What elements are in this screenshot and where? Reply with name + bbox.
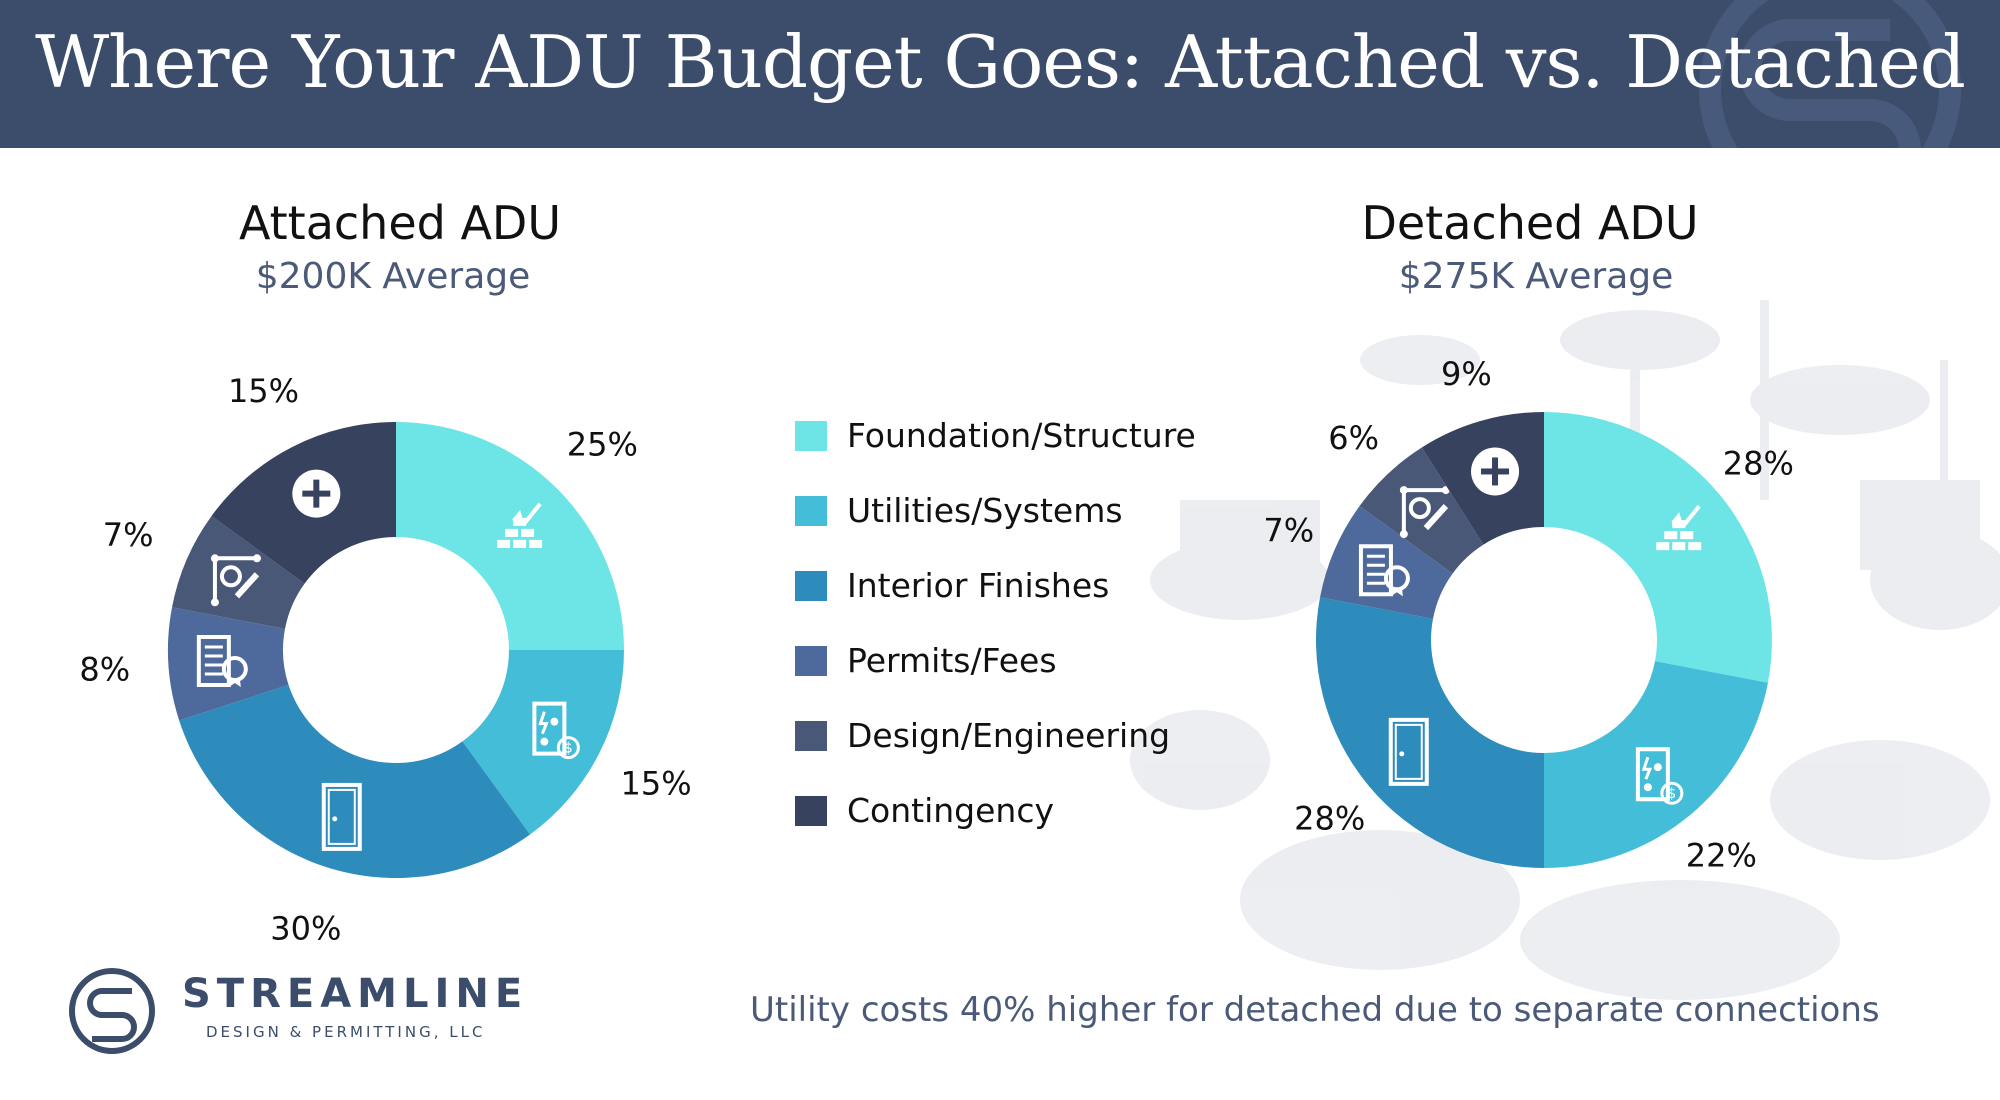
permit-document-icon [196,635,248,688]
permit-document-icon [1358,544,1410,597]
detached-chart-title: Detached ADU [1361,196,1699,250]
legend-item: Interior Finishes [795,548,1196,623]
bricks-trowel-icon [497,502,543,548]
slice-percent-label: 28% [1723,445,1794,483]
logo-tagline: DESIGN & PERMITTING, LLC [206,1023,486,1041]
legend-label: Design/Engineering [847,716,1171,755]
slice-percent-label: 9% [1441,355,1492,393]
page-title: Where Your ADU Budget Goes: Attached vs.… [35,20,1966,104]
footnote: Utility costs 40% higher for detached du… [750,990,1880,1030]
slice-percent-label: 30% [270,910,341,948]
plus-circle-icon [292,469,341,518]
header-banner: Where Your ADU Budget Goes: Attached vs.… [0,0,2000,148]
attached-chart-subtitle: $200K Average [255,256,531,297]
legend: Foundation/Structure Utilities/Systems I… [795,398,1196,848]
bricks-trowel-icon [1656,504,1702,551]
background-photo-texture [1130,300,2000,1000]
legend-swatch [795,420,827,451]
legend-item: Contingency [795,773,1196,848]
svg-text:$: $ [564,741,573,757]
design-tools-icon [210,554,261,607]
svg-text:$: $ [1667,786,1676,802]
legend-label: Utilities/Systems [847,491,1123,530]
legend-swatch [795,570,827,601]
streamline-logo-icon [69,968,155,1054]
legend-item: Design/Engineering [795,698,1196,773]
company-logo: STREAMLINE DESIGN & PERMITTING, LLC [66,965,522,1055]
door-icon [321,782,362,851]
slice-percent-label: 28% [1294,799,1365,837]
utility-bill-icon: $ [532,701,580,760]
legend-swatch [795,795,827,826]
attached-donut: 25% $15% 30% 8% 7% 15% [79,372,691,948]
legend-item: Foundation/Structure [795,398,1196,473]
logo-name: STREAMLINE [182,971,529,1017]
legend-label: Foundation/Structure [847,416,1196,455]
plus-circle-icon [1471,447,1520,496]
legend-item: Utilities/Systems [795,473,1196,548]
donut-slice [179,684,531,878]
design-tools-icon [1399,486,1450,539]
legend-swatch [795,720,827,751]
attached-chart-title: Attached ADU [238,196,562,250]
slice-percent-label: 6% [1328,419,1379,457]
legend-label: Contingency [847,791,1055,830]
slice-percent-label: 8% [79,650,130,688]
legend-swatch [795,645,827,676]
slice-percent-label: 15% [620,764,691,802]
slice-percent-label: 7% [103,516,154,554]
utility-bill-icon: $ [1635,747,1684,805]
donut-slice [1316,597,1544,869]
streamline-watermark-icon [1699,0,1961,148]
door-icon [1388,717,1429,786]
donut-slice [1320,505,1453,619]
legend-item: Permits/Fees [795,623,1196,698]
slice-percent-label: 7% [1263,512,1314,550]
detached-donut: 28% $22% 28% 7% 6% 9% [1263,355,1794,874]
legend-label: Interior Finishes [847,566,1110,605]
slice-percent-label: 22% [1686,836,1757,874]
detached-chart-subtitle: $275K Average [1398,256,1674,297]
donut-slice [1359,447,1484,574]
slice-percent-label: 25% [567,426,638,464]
slice-percent-label: 15% [228,372,299,410]
legend-label: Permits/Fees [847,641,1057,680]
legend-swatch [795,495,827,526]
